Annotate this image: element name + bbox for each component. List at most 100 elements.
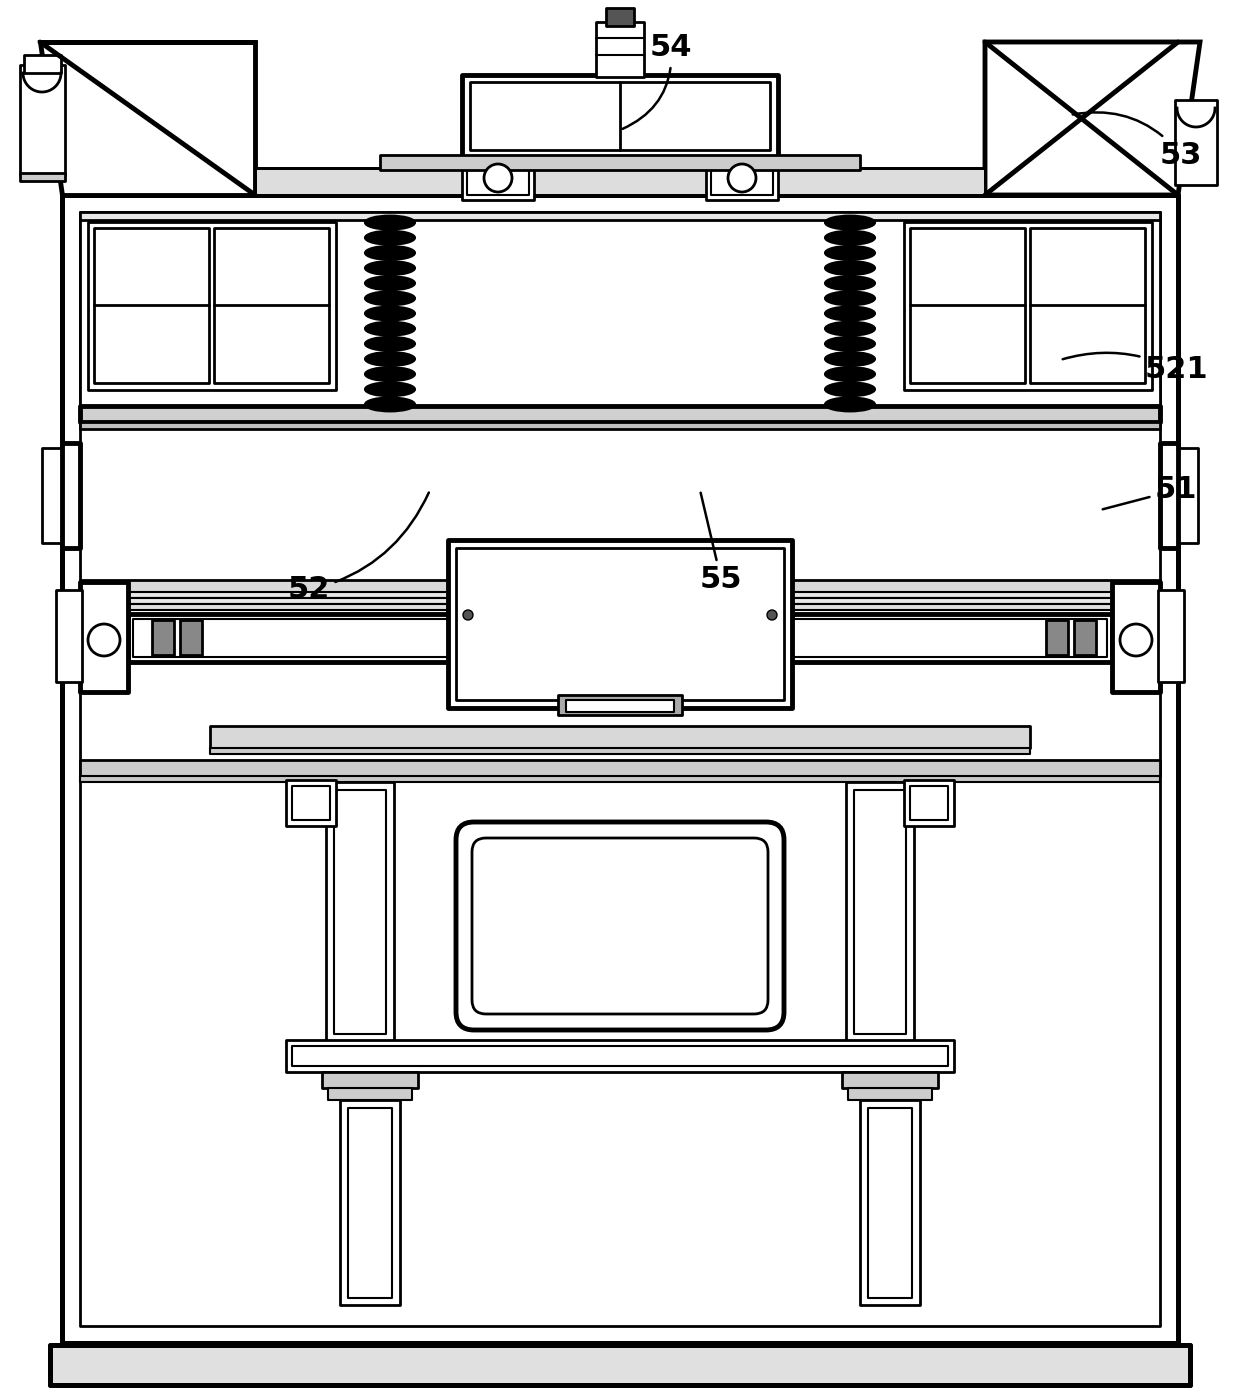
- Bar: [868, 1108, 911, 1297]
- Ellipse shape: [365, 322, 415, 336]
- Ellipse shape: [825, 336, 875, 350]
- Bar: [565, 700, 675, 711]
- Ellipse shape: [365, 230, 415, 244]
- Bar: [286, 780, 336, 826]
- Bar: [153, 619, 174, 656]
- Ellipse shape: [365, 398, 415, 412]
- Bar: [42, 448, 64, 543]
- Bar: [215, 227, 329, 384]
- Bar: [291, 1046, 949, 1066]
- Bar: [904, 222, 1152, 391]
- Bar: [326, 783, 394, 1042]
- Bar: [286, 1041, 954, 1071]
- Bar: [322, 1071, 418, 1088]
- Bar: [62, 195, 1178, 1343]
- Bar: [711, 160, 773, 195]
- Ellipse shape: [365, 336, 415, 350]
- Bar: [81, 776, 1159, 783]
- Bar: [81, 582, 128, 692]
- Bar: [596, 22, 644, 77]
- Ellipse shape: [365, 352, 415, 365]
- Bar: [1176, 100, 1216, 186]
- Ellipse shape: [825, 367, 875, 381]
- Bar: [291, 785, 330, 820]
- Bar: [861, 1101, 920, 1304]
- Bar: [24, 54, 61, 73]
- Bar: [81, 212, 1159, 412]
- Bar: [81, 604, 1159, 610]
- Bar: [88, 222, 336, 391]
- Text: 54: 54: [622, 33, 692, 128]
- Circle shape: [1120, 624, 1152, 656]
- Ellipse shape: [825, 276, 875, 290]
- Ellipse shape: [825, 398, 875, 412]
- Bar: [1047, 619, 1068, 656]
- Bar: [340, 1101, 401, 1304]
- Bar: [56, 590, 82, 682]
- Ellipse shape: [825, 322, 875, 336]
- Bar: [133, 619, 1107, 657]
- Bar: [558, 695, 682, 716]
- Ellipse shape: [365, 261, 415, 275]
- Circle shape: [88, 624, 120, 656]
- Ellipse shape: [365, 216, 415, 230]
- Ellipse shape: [825, 230, 875, 244]
- Bar: [904, 780, 954, 826]
- Bar: [848, 1088, 932, 1101]
- Ellipse shape: [825, 307, 875, 321]
- Bar: [81, 212, 1159, 220]
- Bar: [1158, 590, 1184, 682]
- Bar: [210, 725, 1030, 748]
- Bar: [463, 155, 534, 199]
- Bar: [1159, 444, 1178, 548]
- Ellipse shape: [365, 382, 415, 396]
- Ellipse shape: [825, 246, 875, 259]
- Bar: [1030, 227, 1145, 384]
- Bar: [1074, 619, 1096, 656]
- Circle shape: [484, 165, 512, 193]
- Bar: [467, 160, 529, 195]
- Ellipse shape: [825, 216, 875, 230]
- Bar: [1112, 582, 1159, 692]
- Bar: [910, 227, 1025, 384]
- Bar: [606, 8, 634, 27]
- Bar: [50, 1345, 1190, 1385]
- Bar: [334, 790, 386, 1034]
- Bar: [81, 760, 1159, 776]
- Ellipse shape: [365, 367, 415, 381]
- Bar: [846, 783, 914, 1042]
- Bar: [910, 785, 949, 820]
- Ellipse shape: [825, 292, 875, 306]
- Ellipse shape: [825, 382, 875, 396]
- Bar: [854, 790, 906, 1034]
- Bar: [706, 155, 777, 199]
- Ellipse shape: [365, 276, 415, 290]
- Circle shape: [728, 165, 756, 193]
- Bar: [81, 406, 1159, 423]
- Bar: [463, 75, 777, 158]
- Ellipse shape: [365, 246, 415, 259]
- Bar: [128, 614, 1112, 663]
- Text: 52: 52: [288, 492, 429, 604]
- Bar: [81, 598, 1159, 604]
- Bar: [81, 212, 1159, 1327]
- Bar: [20, 66, 64, 174]
- Ellipse shape: [365, 307, 415, 321]
- Bar: [81, 423, 1159, 430]
- Bar: [456, 548, 784, 700]
- Bar: [470, 82, 770, 151]
- Bar: [842, 1071, 937, 1088]
- Ellipse shape: [825, 352, 875, 365]
- Bar: [81, 580, 1159, 591]
- Bar: [180, 619, 202, 656]
- Text: 55: 55: [701, 492, 743, 594]
- Polygon shape: [40, 42, 255, 195]
- Bar: [329, 1088, 412, 1101]
- Bar: [1176, 448, 1198, 543]
- Ellipse shape: [365, 292, 415, 306]
- FancyBboxPatch shape: [456, 822, 784, 1030]
- Bar: [62, 444, 81, 548]
- Circle shape: [768, 610, 777, 619]
- Bar: [81, 591, 1159, 598]
- Bar: [348, 1108, 392, 1297]
